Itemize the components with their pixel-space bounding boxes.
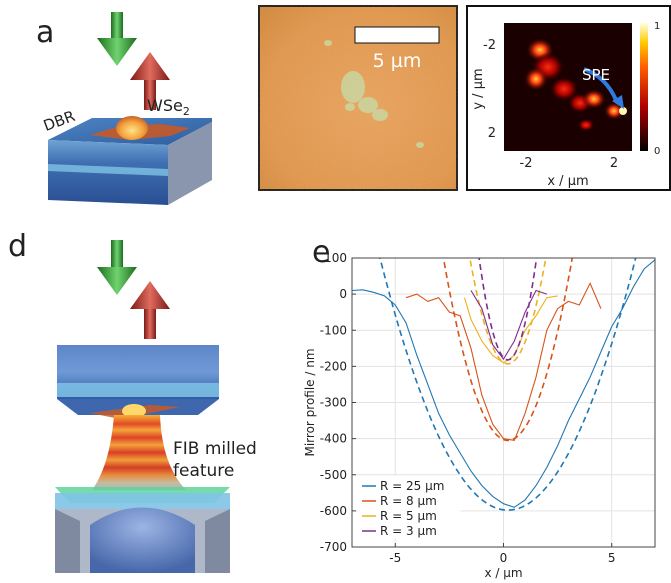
- series-line: [463, 295, 558, 364]
- excitation-arrow-icon: [97, 12, 137, 66]
- pl-intensity: [524, 38, 627, 131]
- y-tick-label: -100: [320, 323, 347, 337]
- scalebar-label: 5 µm: [373, 50, 422, 72]
- panel-label-d: d: [8, 229, 28, 264]
- y-axis-label: Mirror profile / nm: [303, 348, 317, 456]
- panel-label-a: a: [36, 15, 55, 50]
- y-tick-label: -2: [483, 38, 496, 53]
- y-tick-label: 100: [324, 251, 347, 265]
- panel-c-pl-map: SPE 1 0 -2 2 -2 2 x / µm y / µm: [466, 5, 671, 191]
- y-tick-label: -500: [320, 468, 347, 482]
- excitation-arrow-icon: [97, 240, 137, 295]
- emitter-dome: [116, 116, 148, 140]
- y-axis-label: y / µm: [471, 68, 486, 109]
- colorbar-tick-max: 1: [654, 21, 660, 32]
- scalebar: [354, 26, 440, 44]
- legend-entry: R = 8 µm: [380, 494, 437, 508]
- material-label: WSe2: [147, 96, 190, 119]
- series-line: [470, 289, 547, 361]
- dbr-side-face: [168, 122, 212, 205]
- panel-b-optical-image: 5 µm: [258, 5, 458, 191]
- series-line: [405, 281, 602, 442]
- fit-line: [478, 258, 538, 361]
- flake-region: [324, 40, 424, 148]
- y-tick-label: -300: [320, 396, 347, 410]
- x-tick-label: -2: [520, 156, 533, 171]
- x-axis-label: x / µm: [547, 174, 588, 189]
- y-tick-label: -200: [320, 359, 347, 373]
- panel-a-schematic: [48, 12, 212, 205]
- fit-line: [442, 258, 574, 442]
- y-tick-label: -700: [320, 540, 347, 554]
- emission-arrow-icon: [130, 52, 170, 110]
- x-axis-label: x / µm: [484, 566, 522, 580]
- panel-e-chart: 100 0 -100 -200 -300 -400 -500 -600 -700 -5 0 5 x / …: [303, 251, 656, 580]
- fib-milled-pillar: [92, 415, 186, 490]
- series-line: [352, 259, 655, 508]
- y-tick-label: -600: [320, 504, 347, 518]
- colorbar: [640, 23, 648, 151]
- colorbar-tick-min: 0: [654, 146, 660, 157]
- x-tick-label: 5: [608, 551, 616, 565]
- y-tick-label: -400: [320, 432, 347, 446]
- emission-arrow-icon: [130, 281, 170, 339]
- y-tick-label: 0: [339, 287, 347, 301]
- x-tick-label: 0: [500, 551, 508, 565]
- panel-label-e: e: [312, 235, 331, 270]
- fit-line: [379, 258, 637, 511]
- x-tick-label: 2: [610, 156, 618, 171]
- y-tick-label: 2: [488, 126, 496, 141]
- spe-arrow-icon: [583, 67, 624, 109]
- panel-d-schematic: [55, 240, 230, 573]
- legend-entry: R = 5 µm: [380, 509, 437, 523]
- spe-label: SPE: [582, 66, 610, 84]
- legend-entry: R = 3 µm: [380, 524, 437, 538]
- fit-line: [468, 258, 547, 365]
- x-tick-label: -5: [389, 551, 401, 565]
- legend-entry: R = 25 µm: [380, 479, 444, 493]
- bottom-mirror: [55, 493, 230, 509]
- fib-feature-label: FIB milled feature: [173, 439, 257, 481]
